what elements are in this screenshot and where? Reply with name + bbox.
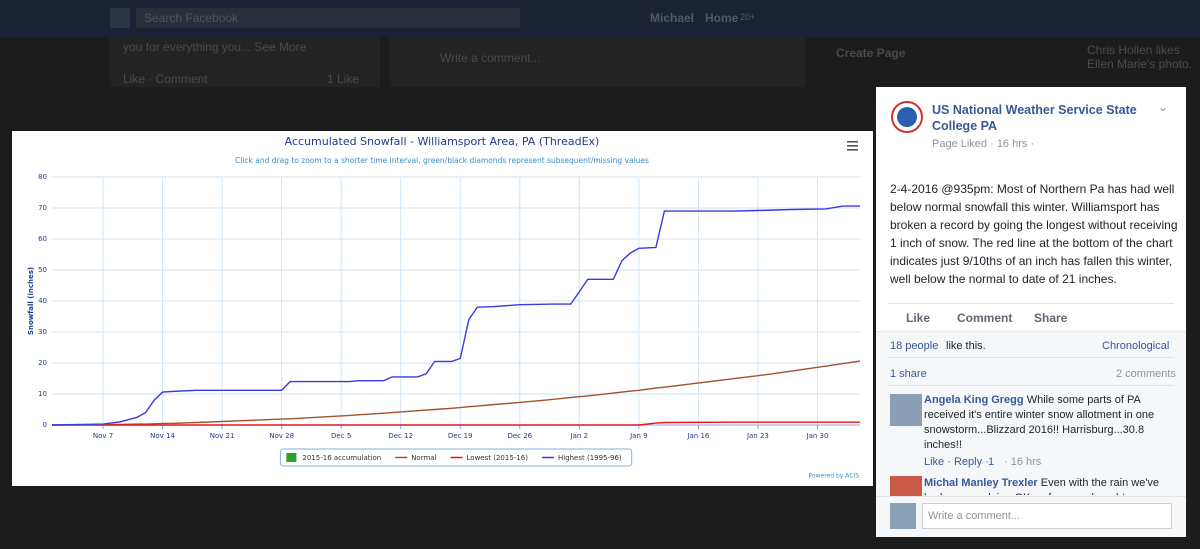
search-box: Search Facebook — [136, 8, 520, 28]
x-tick-label: Nov 7 — [93, 432, 113, 440]
comment-actions[interactable]: Like · Reply · — [924, 456, 989, 468]
legend-swatch — [286, 453, 297, 462]
divider — [888, 303, 1174, 304]
legend-item: Normal — [395, 454, 437, 462]
likes-text: like this. — [946, 340, 986, 352]
x-tick-label: Nov 28 — [269, 432, 294, 440]
snippet: you for everything you... See More — [123, 40, 307, 54]
comment-text: While some parts of PA received it's ent… — [924, 394, 1155, 451]
comment-button[interactable]: Comment — [957, 311, 1013, 325]
share-count[interactable]: 1 share — [890, 368, 927, 380]
post-meta: Page Liked · 16 hrs · — [932, 138, 1035, 150]
post-text: 2-4-2016 @935pm: Most of Northern Pa has… — [890, 182, 1178, 286]
post-panel: US National Weather Service State Colleg… — [876, 87, 1186, 537]
x-tick-label: Dec 19 — [448, 432, 473, 440]
series-line — [51, 360, 861, 426]
y-axis-label: Snowfall (inches) — [27, 267, 35, 335]
legend-label: Lowest (2015-16) — [467, 454, 529, 462]
page-logo — [891, 101, 923, 133]
avatar — [890, 476, 922, 496]
y-tick-label: 30 — [38, 328, 47, 336]
comment-input[interactable]: Write a comment... — [922, 503, 1172, 529]
y-tick-label: 50 — [38, 266, 47, 274]
like-button[interactable]: Like — [906, 311, 931, 325]
series-line — [51, 205, 860, 426]
search-placeholder: Search Facebook — [144, 11, 239, 25]
share-button[interactable]: Share — [1034, 311, 1068, 325]
legend-label: Highest (1995-96) — [558, 454, 622, 462]
y-tick-label: 10 — [38, 390, 47, 398]
comment-author[interactable]: Michal Manley Trexler — [924, 477, 1038, 489]
x-tick-label: Jan 23 — [746, 432, 769, 440]
menu-icon[interactable] — [847, 141, 858, 151]
snippet-likes: 1 Like — [327, 72, 360, 86]
legend-label: 2015-16 accumulation — [302, 454, 381, 462]
plot-area — [51, 176, 861, 429]
legend: 2015-16 accumulation Normal Lowest (2015-1… — [279, 448, 633, 467]
chart: Accumulated Snowfall - Williamsport Area… — [12, 131, 873, 486]
logo — [110, 8, 130, 28]
x-tick-label: Dec 5 — [331, 432, 351, 440]
home-link: Home — [705, 11, 739, 25]
legend-item: Lowest (2015-16) — [450, 454, 529, 462]
comment-count[interactable]: 2 comments — [1116, 368, 1176, 380]
x-tick-label: Jan 9 — [629, 432, 647, 440]
legend-label: Normal — [411, 454, 436, 462]
y-tick-label: 40 — [38, 297, 47, 305]
chart-title: Accumulated Snowfall - Williamsport Area… — [285, 135, 600, 148]
comment-card — [390, 37, 805, 87]
x-tick-label: Jan 16 — [686, 432, 709, 440]
y-tick-label: 70 — [38, 204, 47, 212]
legend-item: Highest (1995-96) — [541, 454, 622, 462]
avatar — [890, 503, 916, 529]
feed-card — [110, 37, 380, 87]
x-tick-label: Dec 26 — [507, 432, 532, 440]
user-name: Michael — [650, 11, 695, 25]
x-tick-label: Jan 2 — [570, 432, 588, 440]
sort-menu[interactable]: Chronological — [1102, 340, 1170, 352]
y-tick-label: 60 — [38, 235, 47, 243]
y-tick-label: 20 — [38, 359, 47, 367]
comment-placeholder: Write a comment... — [928, 510, 1021, 522]
page-name[interactable]: US National Weather Service State Colleg… — [932, 103, 1137, 133]
comment: Michal Manley Trexler Even with the rain… — [924, 476, 1164, 495]
credit: Powered by ACIS — [809, 473, 860, 480]
x-tick-label: Dec 12 — [388, 432, 413, 440]
chart-subtitle: Click and drag to zoom to a shorter time… — [235, 156, 649, 165]
likes-people[interactable]: 18 people — [890, 340, 939, 352]
x-tick-label: Nov 21 — [210, 432, 235, 440]
ticker: Chris Hollen likes Ellen Marie's photo. — [1087, 43, 1193, 71]
x-tick-label: Nov 14 — [150, 432, 175, 440]
avatar — [890, 394, 922, 426]
divider — [888, 385, 1174, 386]
y-tick-label: 80 — [38, 173, 47, 181]
series-line — [52, 421, 860, 426]
comment-time: · 16 hrs — [1004, 456, 1042, 468]
divider — [888, 357, 1174, 358]
y-tick-label: 0 — [43, 421, 47, 429]
comment: Angela King Gregg While some parts of PA… — [924, 393, 1164, 453]
bg-write-comment: Write a comment... — [440, 51, 541, 65]
snippet-actions: Like · Comment — [123, 72, 208, 86]
comment-text: Even with the rain we've had, are we doi… — [924, 477, 1160, 495]
legend-item: 2015-16 accumulation — [286, 453, 381, 462]
home-count: 20+ — [740, 12, 756, 22]
create-page: Create Page — [836, 46, 906, 60]
comment-reactions[interactable]: 1 — [988, 456, 995, 468]
x-tick-label: Jan 30 — [806, 432, 829, 440]
post-menu[interactable]: ⌄ — [1158, 100, 1169, 114]
comment-author[interactable]: Angela King Gregg — [924, 394, 1024, 406]
